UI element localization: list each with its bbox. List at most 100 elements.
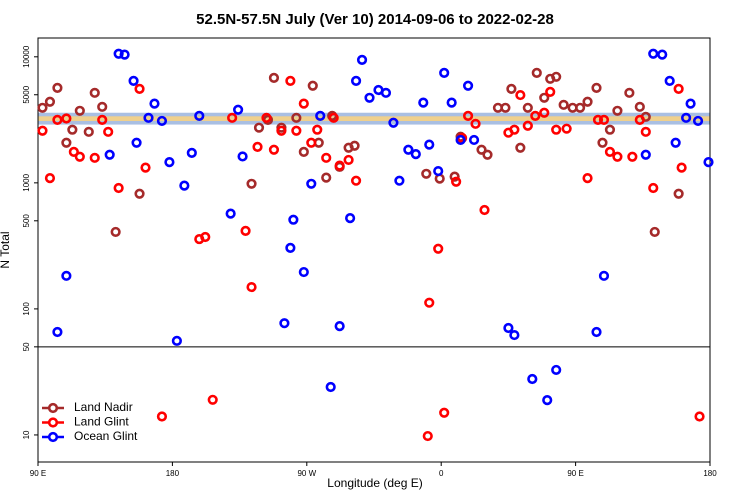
point <box>52 326 63 338</box>
y-axis-label: N Total <box>0 231 12 268</box>
point <box>74 151 85 162</box>
point <box>279 318 290 329</box>
y-tick-label: 10 <box>22 430 31 439</box>
point <box>140 162 151 173</box>
point <box>410 149 421 160</box>
point <box>68 146 79 158</box>
point <box>522 102 533 113</box>
point <box>500 102 511 113</box>
point <box>113 48 124 59</box>
point <box>527 373 538 385</box>
point <box>325 381 336 393</box>
point <box>328 112 339 123</box>
point <box>648 48 659 59</box>
point <box>345 213 356 224</box>
point <box>143 112 154 123</box>
point <box>268 144 280 155</box>
point <box>246 281 257 293</box>
point <box>334 321 345 332</box>
point <box>61 137 72 148</box>
plot-frame <box>37 37 711 463</box>
point <box>539 107 550 118</box>
point <box>240 225 251 236</box>
point <box>640 149 651 160</box>
x-axis-label: Longitude (deg E) <box>327 476 422 490</box>
point <box>52 82 63 93</box>
point <box>673 188 684 199</box>
point <box>97 114 108 125</box>
point <box>676 162 687 173</box>
point <box>551 364 562 376</box>
point <box>509 329 520 341</box>
point <box>321 172 332 183</box>
point <box>285 242 296 253</box>
point <box>468 134 480 146</box>
point <box>451 176 462 187</box>
point <box>515 89 526 101</box>
point <box>233 104 244 115</box>
x-tick-label: 0 <box>439 469 444 478</box>
point <box>306 178 317 189</box>
y-tick-label: 500 <box>22 214 31 228</box>
point <box>227 112 238 123</box>
point <box>364 92 375 103</box>
point <box>591 82 602 93</box>
x-tick-label: 90 E <box>30 469 46 478</box>
point <box>246 178 257 189</box>
point <box>424 297 435 308</box>
point <box>509 124 520 135</box>
point <box>522 120 533 131</box>
point <box>531 67 542 78</box>
x-tick-label: 180 <box>166 469 180 478</box>
point <box>52 114 63 125</box>
point <box>604 146 616 158</box>
point <box>268 72 280 83</box>
legend-marker <box>47 431 59 443</box>
point <box>179 180 190 191</box>
point <box>542 394 553 406</box>
point <box>89 87 100 98</box>
point <box>612 105 623 116</box>
point <box>37 102 48 113</box>
point <box>131 137 142 148</box>
point <box>551 124 562 135</box>
point <box>225 208 236 219</box>
point <box>134 83 145 94</box>
point <box>462 80 474 91</box>
point <box>470 118 481 129</box>
point <box>394 175 405 186</box>
point <box>186 147 197 158</box>
point <box>350 75 362 86</box>
point <box>200 231 211 243</box>
legend-marker <box>47 417 59 428</box>
point <box>476 144 487 155</box>
point <box>343 154 354 166</box>
point <box>261 112 272 123</box>
point <box>61 270 72 281</box>
point <box>634 101 645 112</box>
chart-title: 52.5N-57.5N July (Ver 10) 2014-09-06 to … <box>196 11 554 28</box>
point <box>449 171 460 182</box>
legend-label: Land Nadir <box>74 400 133 414</box>
point <box>67 124 78 135</box>
point <box>634 114 645 125</box>
point <box>692 115 704 127</box>
point <box>418 97 429 108</box>
point <box>349 140 360 151</box>
point <box>128 75 139 86</box>
point <box>515 142 526 153</box>
point <box>439 407 450 418</box>
legend-label: Land Glint <box>74 415 129 429</box>
point <box>664 75 675 86</box>
point <box>119 49 130 60</box>
point <box>194 110 205 121</box>
point <box>164 157 175 168</box>
point <box>627 151 638 162</box>
point <box>288 214 299 225</box>
point <box>315 110 326 121</box>
y-tick-label: 1000 <box>22 173 31 191</box>
point <box>685 98 696 109</box>
point <box>545 86 556 97</box>
point <box>591 326 602 338</box>
